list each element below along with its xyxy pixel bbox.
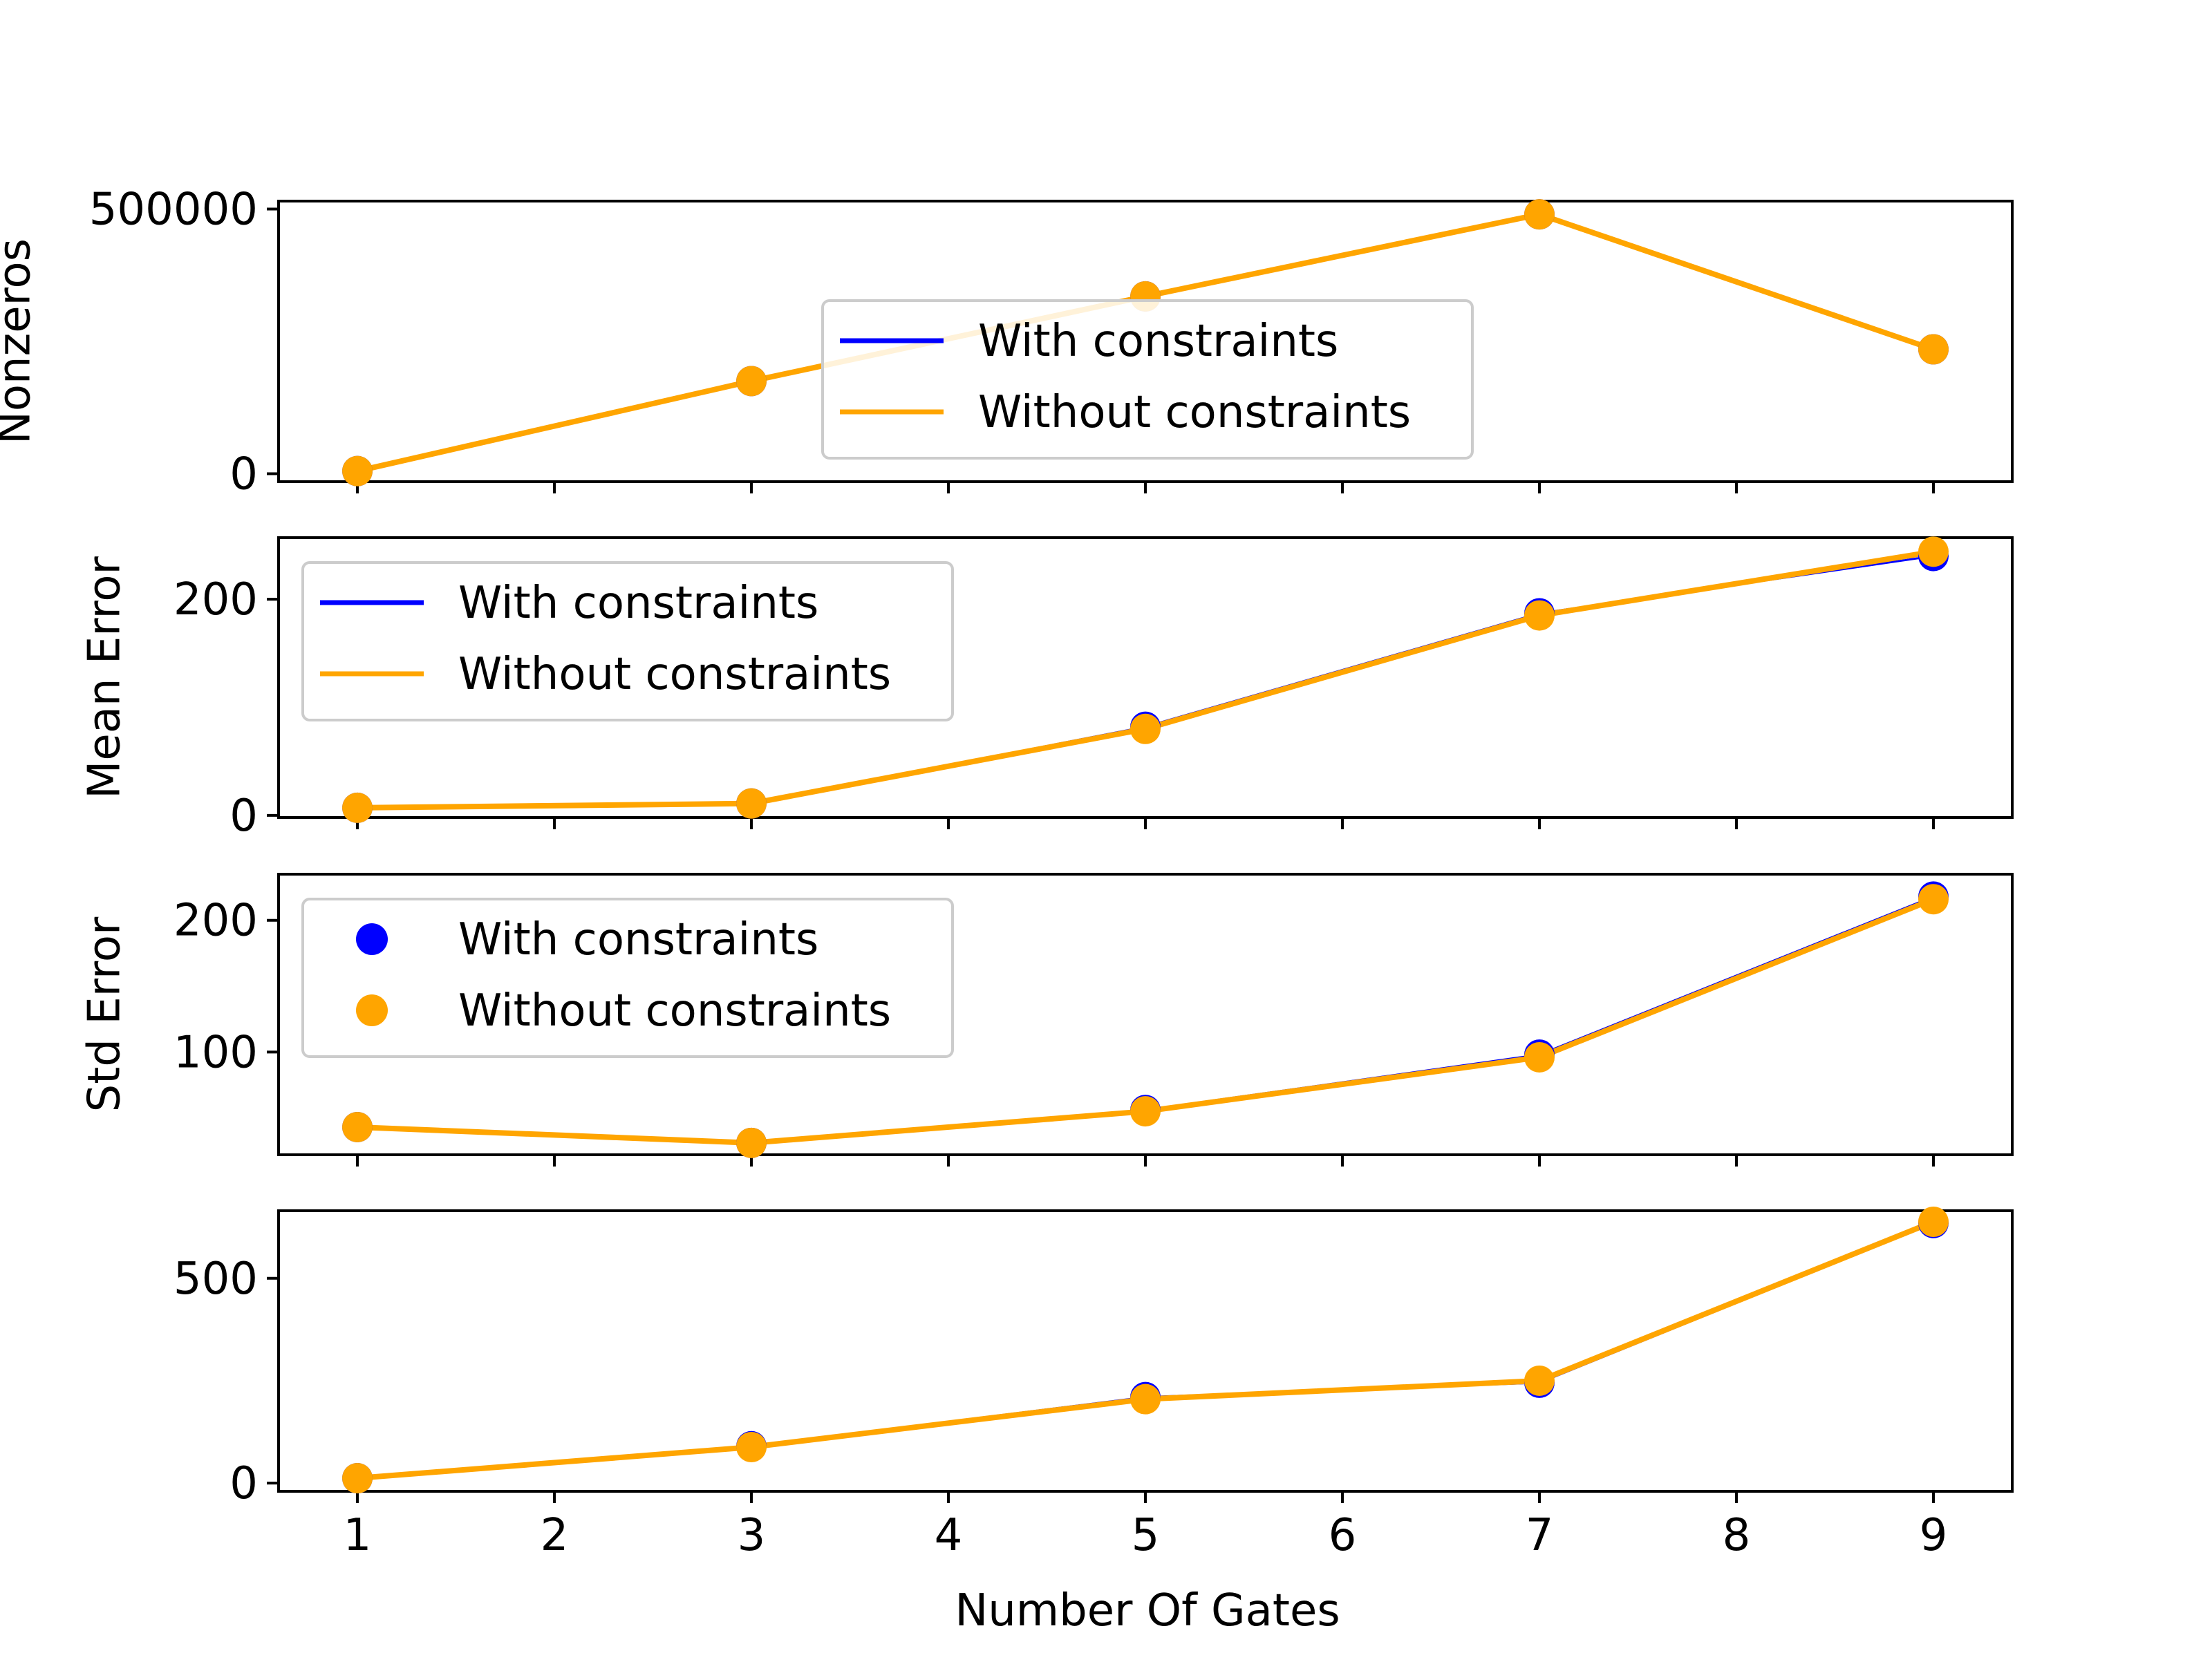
legend-box-2 xyxy=(301,561,954,721)
legend-label-1-1: With constraints xyxy=(978,316,1338,367)
x-tick-label-7: 7 xyxy=(1526,1510,1554,1561)
data-point-3-2-2 xyxy=(736,1127,767,1158)
data-point-1-2-4 xyxy=(1524,199,1555,230)
x-tick-label-6: 6 xyxy=(1329,1510,1357,1561)
y-tick-label-3-1: 100 xyxy=(174,1027,258,1078)
legend-label-1-2: Without constraints xyxy=(978,387,1411,438)
data-point-1-2-1 xyxy=(342,455,373,487)
y-tick-label-2-1: 0 xyxy=(229,791,258,842)
x-tick-label-1: 1 xyxy=(344,1510,372,1561)
legend-marker-3-2 xyxy=(356,994,388,1026)
y-axis-label-1: Nonzeros xyxy=(0,238,40,444)
data-point-2-2-4 xyxy=(1524,600,1555,631)
y-tick-label-1-2: 500000 xyxy=(89,184,258,235)
data-point-2-2-5 xyxy=(1918,536,1949,567)
data-point-4-2-5 xyxy=(1918,1207,1949,1238)
data-point-1-2-5 xyxy=(1918,334,1949,365)
legend-label-2-2: Without constraints xyxy=(458,649,891,700)
y-tick-label-1-1: 0 xyxy=(229,449,258,500)
y-tick-label-4-2: 500 xyxy=(174,1254,258,1305)
data-point-4-2-1 xyxy=(342,1463,373,1494)
data-point-2-2-3 xyxy=(1130,713,1161,744)
data-point-3-2-4 xyxy=(1524,1041,1555,1073)
x-tick-label-3: 3 xyxy=(738,1510,766,1561)
data-point-1-2-2 xyxy=(736,366,767,397)
data-point-2-2-1 xyxy=(342,792,373,823)
x-tick-label-2: 2 xyxy=(541,1510,569,1561)
x-tick-label-9: 9 xyxy=(1920,1510,1948,1561)
data-point-2-2-2 xyxy=(736,788,767,819)
y-tick-label-3-2: 200 xyxy=(174,896,258,947)
x-tick-label-5: 5 xyxy=(1132,1510,1160,1561)
x-tick-label-8: 8 xyxy=(1723,1510,1751,1561)
data-point-3-2-1 xyxy=(342,1111,373,1142)
data-point-4-2-4 xyxy=(1524,1365,1555,1396)
x-axis-label: Number Of Gates xyxy=(955,1585,1340,1636)
x-tick-label-4: 4 xyxy=(935,1510,963,1561)
legend-label-3-2: Without constraints xyxy=(458,985,891,1037)
y-tick-label-4-1: 0 xyxy=(229,1458,258,1509)
legend-label-3-1: With constraints xyxy=(458,914,818,965)
data-point-3-2-5 xyxy=(1918,884,1949,915)
legend-label-2-1: With constraints xyxy=(458,578,818,629)
data-point-4-2-3 xyxy=(1130,1384,1161,1415)
legend-box-1 xyxy=(821,299,1474,460)
y-tick-label-2-2: 200 xyxy=(174,574,258,625)
data-point-4-2-2 xyxy=(736,1431,767,1462)
y-axis-label-3: Std Error xyxy=(79,916,130,1112)
legend-box-3 xyxy=(301,898,954,1058)
legend-marker-3-1 xyxy=(356,923,388,955)
y-axis-label-2: Mean Error xyxy=(79,556,130,798)
data-point-3-2-3 xyxy=(1130,1096,1161,1127)
